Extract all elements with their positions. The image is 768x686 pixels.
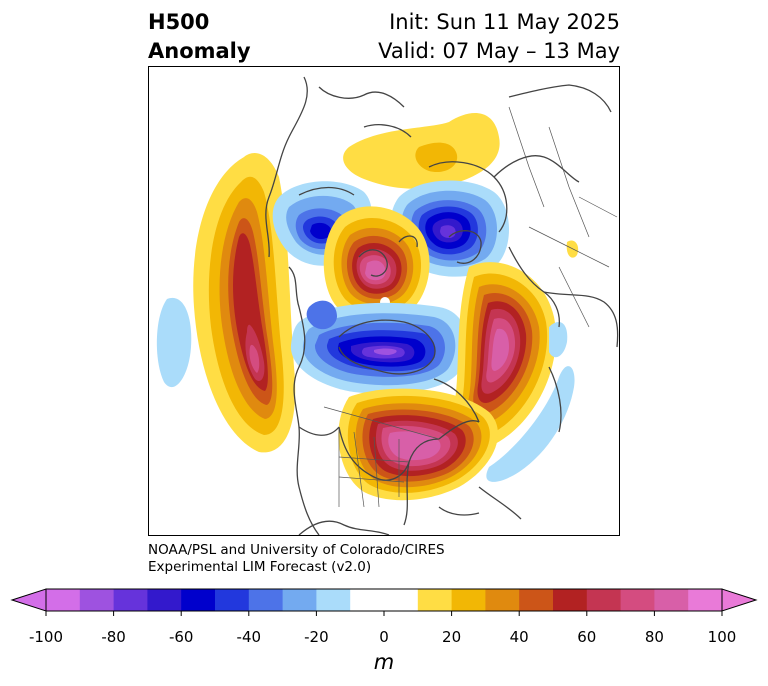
colorbar-right-arrow <box>721 588 758 612</box>
credit-text: NOAA/PSL and University of Colorado/CIRE… <box>148 542 445 576</box>
colorbar-tick-label: -40 <box>236 628 262 646</box>
colorbar-segment <box>46 589 81 611</box>
colorbar <box>10 588 758 616</box>
colorbar-tick-label: -100 <box>28 628 64 646</box>
anomaly-trough-atlantic <box>486 366 575 482</box>
anomaly-ridge-pacific <box>193 153 296 453</box>
colorbar-segment <box>688 589 723 611</box>
colorbar-segment <box>553 589 588 611</box>
colorbar-segment <box>384 589 419 611</box>
colorbar-segment <box>248 589 284 611</box>
credit-line-2: Experimental LIM Forecast (v2.0) <box>148 559 372 575</box>
colorbar-segment <box>79 589 115 611</box>
colorbar-segment <box>113 589 148 611</box>
title-type: Anomaly <box>148 39 251 63</box>
colorbar-tick-label: 40 <box>509 628 529 646</box>
valid-range: Valid: 07 May – 13 May <box>378 39 620 63</box>
anomaly-trough-baffin <box>549 322 568 358</box>
colorbar-segment <box>215 589 250 611</box>
anomaly-ridge-arctic <box>343 112 579 258</box>
colorbar-tick-label: -20 <box>304 628 329 646</box>
colorbar-left-arrow <box>10 588 47 612</box>
colorbar-tick-label: 20 <box>442 628 462 646</box>
colorbar-segment <box>181 589 216 611</box>
colorbar-segment <box>282 589 317 611</box>
colorbar-segment <box>519 589 554 611</box>
colorbar-segment <box>451 589 486 611</box>
colorbar-tick-label: 0 <box>379 628 389 646</box>
colorbar-tick-label: -80 <box>101 628 126 646</box>
colorbar-tick-label: 100 <box>707 628 737 646</box>
colorbar-tick-label: -60 <box>168 628 194 646</box>
coastlines <box>265 76 619 535</box>
colorbar-segment <box>316 589 351 611</box>
colorbar-segment <box>620 589 655 611</box>
title-right: Init: Sun 11 May 2025 Valid: 07 May – 13… <box>378 8 620 66</box>
colorbar-segment <box>350 589 385 611</box>
map-canvas <box>156 76 619 535</box>
anomaly-ridge-greenland-atlantic <box>453 262 556 450</box>
anomaly-ridge-eastern-north-america <box>338 388 498 501</box>
colorbar-tick-label: 80 <box>644 628 664 646</box>
anomaly-trough-hudson-bay <box>290 300 468 394</box>
anomaly-trough-eastern-pacific <box>156 297 192 388</box>
anomaly-map <box>148 66 620 536</box>
colorbar-segment <box>586 589 622 611</box>
title-left: H500 Anomaly <box>148 8 251 66</box>
political-borders <box>323 106 618 508</box>
colorbar-segment <box>147 589 182 611</box>
title-variable: H500 <box>148 10 210 34</box>
colorbar-segment <box>654 589 689 611</box>
credit-line-1: NOAA/PSL and University of Colorado/CIRE… <box>148 542 445 558</box>
colorbar-unit: m <box>373 650 395 674</box>
colorbar-tick-label: 60 <box>577 628 597 646</box>
colorbar-segments <box>46 589 723 611</box>
colorbar-segment <box>417 589 453 611</box>
init-date: Init: Sun 11 May 2025 <box>389 10 620 34</box>
colorbar-segment <box>485 589 520 611</box>
